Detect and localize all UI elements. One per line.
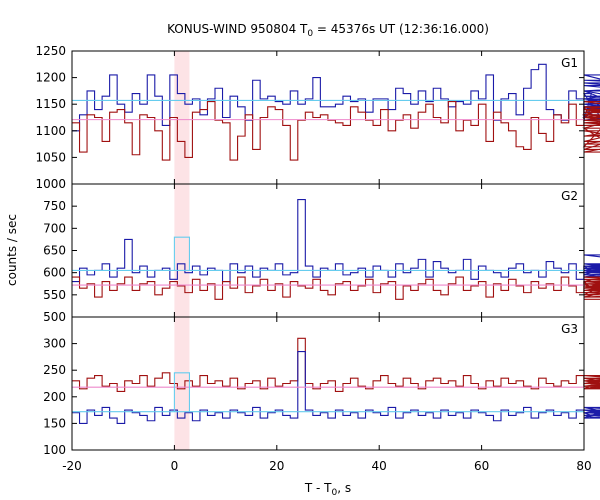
x-tick-label: 0	[171, 459, 179, 473]
y-tick-label: 650	[43, 244, 66, 258]
y-tick-label: 700	[43, 221, 66, 235]
y-tick-label: 1000	[35, 177, 66, 191]
y-tick-label: 750	[43, 199, 66, 213]
panel-frame-g2	[71, 183, 585, 318]
y-tick-label: 1200	[35, 71, 66, 85]
y-tick-label: 600	[43, 266, 66, 280]
panel-g1: 1000 1050 1100 1150 1200 1250 G1	[35, 44, 600, 191]
y-tick-label: 500	[43, 310, 66, 324]
y-tick-label: 200	[43, 390, 66, 404]
y-tick-label: 300	[43, 337, 66, 351]
panel-label: G2	[561, 189, 578, 203]
x-tick-label: -20	[62, 459, 82, 473]
panel-label: G3	[561, 322, 578, 336]
panel-g2: 500 550 600 650 700 750 G2	[43, 183, 600, 324]
y-tick-label: 250	[43, 363, 66, 377]
y-tick-label: 150	[43, 416, 66, 430]
series-g3-1	[72, 337, 600, 393]
chart-title: KONUS-WIND 950804 T0 = 45376s UT (12:36:…	[167, 22, 489, 39]
trigger-highlight-band	[174, 51, 190, 450]
x-tick-label: 80	[576, 459, 591, 473]
x-tick-label: 40	[372, 459, 387, 473]
y-tick-label: 1150	[35, 97, 66, 111]
panel-g3: 100 150 200 250 300 G3	[43, 316, 600, 457]
x-tick-label: 20	[269, 459, 284, 473]
y-tick-label: 550	[43, 288, 66, 302]
series-g3-2	[72, 351, 600, 424]
fit-spike-g2	[173, 236, 191, 271]
panel-frame-g3	[71, 316, 585, 451]
panel-label: G1	[561, 56, 578, 70]
y-axis-label: counts / sec	[5, 214, 19, 286]
y-tick-label: 1100	[35, 124, 66, 138]
series-g2-2	[72, 276, 600, 300]
series-g2-1	[72, 198, 600, 283]
y-tick-label: 100	[43, 443, 66, 457]
x-tick-label: 60	[474, 459, 489, 473]
y-tick-label: 1250	[35, 44, 66, 58]
series-g1-1	[72, 63, 600, 132]
series-g1-2	[72, 100, 600, 161]
y-tick-label: 1050	[35, 150, 66, 164]
x-axis-label: T - T0, s	[304, 481, 351, 498]
fit-spike-g3	[173, 372, 191, 412]
